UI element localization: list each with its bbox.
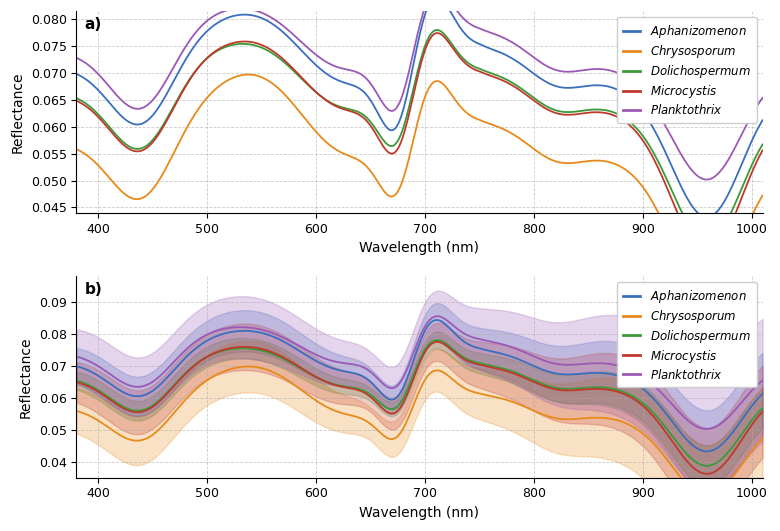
Microcystis — [445, 40, 454, 46]
Planktothrix — [445, 0, 454, 3]
Dolichospermum — [72, 95, 81, 101]
Dolichospermum — [445, 37, 454, 43]
Chrysosporum — [399, 174, 409, 181]
X-axis label: Wavelength (nm): Wavelength (nm) — [360, 241, 480, 255]
Dolichospermum — [402, 114, 411, 121]
Line: Chrysosporum: Chrysosporum — [76, 74, 763, 293]
Chrysosporum — [636, 181, 645, 187]
Aphanizomenon — [402, 94, 411, 100]
Y-axis label: Reflectance: Reflectance — [20, 336, 33, 417]
Aphanizomenon — [72, 71, 81, 77]
Planktothrix — [744, 117, 753, 124]
Planktothrix — [398, 92, 407, 99]
Chrysosporum — [701, 289, 711, 296]
Planktothrix — [481, 28, 491, 35]
Aphanizomenon — [636, 105, 645, 112]
Dolichospermum — [744, 168, 753, 175]
Chrysosporum — [758, 192, 768, 199]
Planktothrix — [701, 176, 711, 183]
Dolichospermum — [701, 238, 711, 244]
Dolichospermum — [758, 141, 768, 148]
Planktothrix — [636, 85, 645, 92]
Microcystis — [481, 71, 491, 78]
Aphanizomenon — [445, 6, 454, 12]
Aphanizomenon — [758, 117, 768, 124]
Dolichospermum — [398, 127, 407, 134]
Chrysosporum — [243, 71, 253, 78]
Microcystis — [703, 252, 712, 258]
Legend: $\it{Aphanizomenon}$, $\it{Chrysosporum}$, $\it{Dolichospermum}$, $\it{Microcyst: $\it{Aphanizomenon}$, $\it{Chrysosporum}… — [617, 17, 757, 123]
Microcystis — [636, 134, 645, 140]
Chrysosporum — [445, 88, 454, 95]
Aphanizomenon — [744, 144, 753, 151]
Text: b): b) — [84, 282, 102, 297]
Y-axis label: Reflectance: Reflectance — [11, 71, 25, 153]
Chrysosporum — [403, 160, 413, 166]
Planktothrix — [402, 79, 411, 85]
Line: Aphanizomenon: Aphanizomenon — [76, 0, 763, 217]
Aphanizomenon — [481, 44, 491, 50]
Line: Dolichospermum: Dolichospermum — [76, 30, 763, 241]
Planktothrix — [758, 95, 768, 101]
Chrysosporum — [72, 146, 81, 152]
Microcystis — [72, 98, 81, 104]
Microcystis — [402, 122, 411, 128]
Legend: $\it{Aphanizomenon}$, $\it{Chrysosporum}$, $\it{Dolichospermum}$, $\it{Microcyst: $\it{Aphanizomenon}$, $\it{Chrysosporum}… — [617, 282, 757, 388]
Chrysosporum — [481, 119, 491, 126]
Dolichospermum — [636, 130, 645, 136]
Planktothrix — [72, 55, 81, 61]
Microcystis — [432, 30, 441, 36]
Aphanizomenon — [398, 110, 407, 116]
Line: Planktothrix: Planktothrix — [76, 0, 763, 179]
Dolichospermum — [432, 27, 441, 33]
Dolichospermum — [481, 68, 491, 74]
Line: Microcystis: Microcystis — [76, 33, 763, 255]
Microcystis — [758, 147, 768, 153]
Text: a): a) — [84, 17, 102, 32]
Microcystis — [744, 177, 753, 183]
Aphanizomenon — [701, 214, 711, 220]
X-axis label: Wavelength (nm): Wavelength (nm) — [360, 506, 480, 520]
Chrysosporum — [744, 220, 753, 226]
Microcystis — [398, 135, 407, 142]
